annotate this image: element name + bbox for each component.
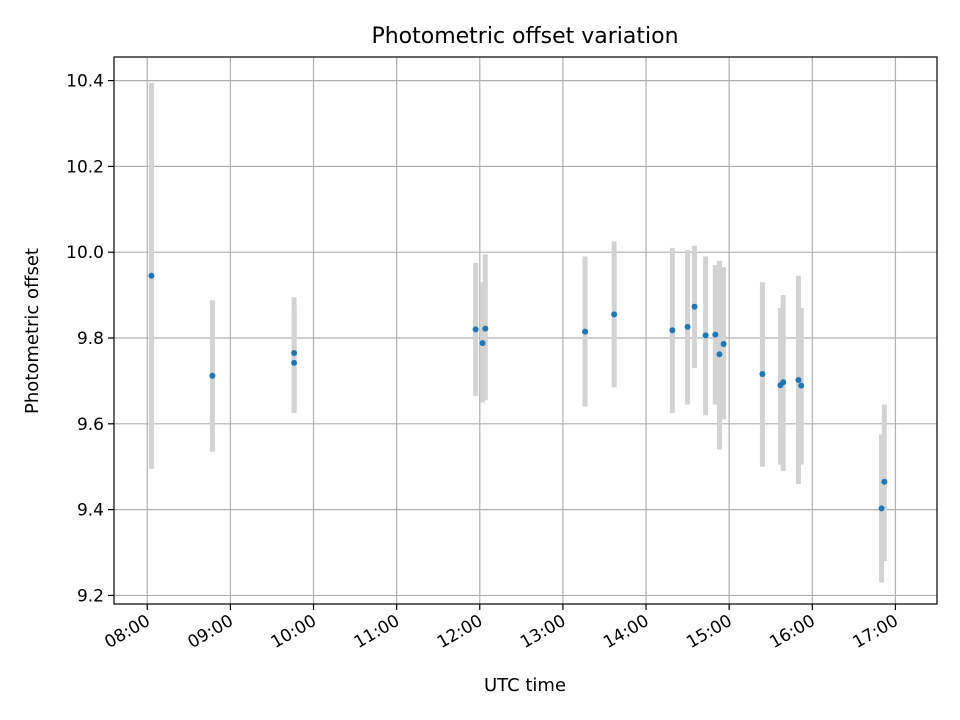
y-axis-label: Photometric offset bbox=[22, 248, 43, 414]
data-point bbox=[881, 478, 888, 485]
data-point bbox=[669, 327, 676, 334]
y-axis-ticks: 9.2 9.4 9.6 9.8 10.0 10.2 10.4 bbox=[66, 72, 114, 606]
data-point bbox=[472, 326, 479, 333]
data-point bbox=[702, 332, 709, 339]
y-tick-label: 10.0 bbox=[66, 243, 104, 263]
data-point bbox=[291, 350, 298, 357]
data-points bbox=[148, 272, 888, 512]
data-point bbox=[479, 340, 486, 347]
data-point bbox=[759, 371, 766, 378]
x-axis-label: UTC time bbox=[484, 675, 566, 696]
y-tick-label: 10.2 bbox=[66, 157, 104, 177]
data-point bbox=[482, 325, 489, 332]
data-point bbox=[798, 382, 805, 389]
chart-title: Photometric offset variation bbox=[371, 24, 678, 49]
data-point bbox=[691, 303, 698, 310]
data-point bbox=[148, 272, 155, 279]
data-point bbox=[684, 323, 691, 330]
data-point bbox=[582, 328, 589, 335]
y-tick-label: 10.4 bbox=[66, 72, 104, 92]
y-tick-label: 9.8 bbox=[77, 329, 104, 349]
y-tick-label: 9.2 bbox=[77, 586, 104, 606]
y-tick-label: 9.4 bbox=[77, 501, 104, 521]
data-point bbox=[720, 341, 727, 348]
data-point bbox=[878, 505, 885, 512]
data-point bbox=[795, 377, 802, 384]
y-tick-label: 9.6 bbox=[77, 415, 104, 435]
data-point bbox=[611, 311, 618, 318]
data-point bbox=[780, 379, 787, 386]
data-point bbox=[712, 331, 719, 338]
data-point bbox=[209, 372, 216, 379]
grid-lines bbox=[114, 57, 937, 604]
data-point bbox=[716, 351, 723, 358]
data-point bbox=[291, 359, 298, 366]
plot-frame bbox=[113, 56, 938, 605]
